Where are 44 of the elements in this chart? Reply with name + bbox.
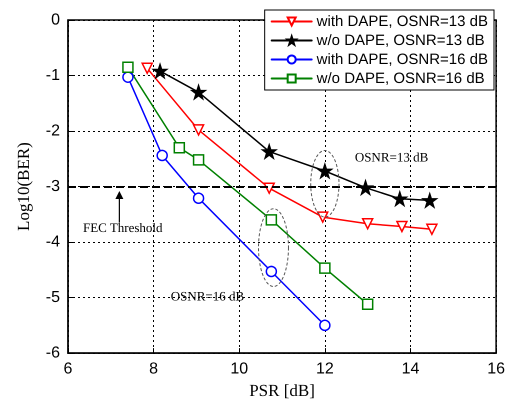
ref-line-label: FEC Threshold [82, 220, 164, 236]
x-tick-label: 6 [64, 360, 73, 378]
y-tick-label: -1 [46, 67, 60, 84]
point [316, 211, 328, 223]
point [262, 144, 276, 159]
x-tick-label: 14 [402, 360, 420, 378]
x-tick-label: 10 [230, 360, 248, 378]
point [362, 298, 374, 310]
legend-label: with DAPE, OSNR=13 dB [316, 13, 488, 30]
point [156, 150, 168, 162]
point [174, 142, 186, 154]
annotation: OSNR=13 dB [354, 150, 429, 165]
x-tick-label: 8 [149, 360, 158, 378]
y-tick-label: -2 [46, 122, 60, 140]
point [191, 84, 206, 100]
point [192, 154, 204, 166]
y-tick-label: -3 [46, 178, 60, 196]
y-tick-label: 0 [51, 12, 60, 28]
point [263, 182, 275, 194]
legend-label: with DAPE, OSNR=16 dB [316, 51, 488, 68]
point [426, 224, 438, 236]
y-tick-label: -6 [46, 344, 60, 362]
legend-label: w/o DAPE, OSNR=16 dB [316, 70, 485, 87]
point [266, 214, 278, 226]
point [392, 192, 408, 206]
x-axis-title: PSR [dB] [249, 381, 315, 400]
point [396, 220, 408, 232]
point [318, 164, 332, 178]
point [362, 218, 374, 230]
y-tick-label: -4 [46, 234, 60, 251]
point [319, 320, 331, 332]
point [152, 64, 168, 78]
point [266, 266, 278, 278]
point [192, 192, 204, 204]
point [192, 124, 204, 136]
point [422, 193, 437, 208]
x-tick-label: 16 [487, 360, 506, 378]
y-tick-label: -5 [46, 289, 60, 306]
x-tick-label: 12 [316, 360, 334, 378]
legend-label: w/o DAPE, OSNR=13 dB [316, 32, 485, 49]
point [141, 62, 153, 74]
point [319, 262, 331, 274]
y-axis-title: Log10(BER) [14, 142, 33, 231]
point [122, 61, 134, 73]
